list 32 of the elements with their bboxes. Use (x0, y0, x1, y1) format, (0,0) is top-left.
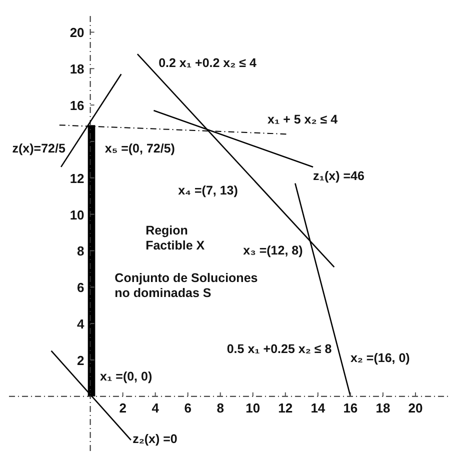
annotation: x₃ =(12, 8) (243, 244, 303, 258)
x-tick-label: 4 (152, 400, 160, 416)
annotation: 0.5 x₁ +0.25 x₂ ≤ 8 (226, 342, 332, 356)
y-tick-label: 4 (77, 316, 86, 332)
y-tick-label: 12 (70, 170, 84, 186)
annotation: x₄ =(7, 13) (178, 184, 238, 198)
annotation: z₂(x) =0 (132, 432, 178, 446)
x-tick-label: 10 (246, 400, 260, 416)
y-tick-label: 8 (77, 244, 84, 259)
annotation: x₁ + 5 x₂ ≤ 4 (268, 112, 338, 127)
x-tick-label: 14 (310, 400, 326, 416)
y-tick-label: 2 (77, 352, 84, 368)
annotation: z(x)=72/5 (12, 142, 66, 156)
y-tick-label: 10 (70, 207, 84, 222)
x-tick-label: 20 (408, 400, 423, 416)
x-tick-label: 18 (376, 400, 390, 416)
y-tick-label: 16 (70, 98, 84, 114)
annotation: x₅ =(0, 72/5) (104, 142, 175, 156)
y-tick-label: 18 (70, 62, 84, 77)
y-tick-label: 6 (77, 280, 84, 296)
annotation: Region Factible X (146, 223, 206, 252)
annotation: x₁ =(0, 0) (100, 369, 152, 384)
annotation: x₂ =(16, 0) (350, 351, 410, 366)
annotation: Conjunto de Soluciones no dominadas S (114, 270, 258, 300)
y-tick-label: 20 (70, 25, 84, 40)
annotation: 0.2 x₁ +0.2 x₂ ≤ 4 (158, 56, 256, 70)
x-tick-label: 8 (216, 400, 224, 416)
x-tick-label: 16 (343, 400, 358, 416)
x-tick-label: 12 (278, 400, 293, 416)
annotation: z₁(x) =46 (313, 169, 364, 184)
x-tick-label: 6 (184, 400, 192, 416)
x-tick-label: 2 (119, 400, 126, 416)
